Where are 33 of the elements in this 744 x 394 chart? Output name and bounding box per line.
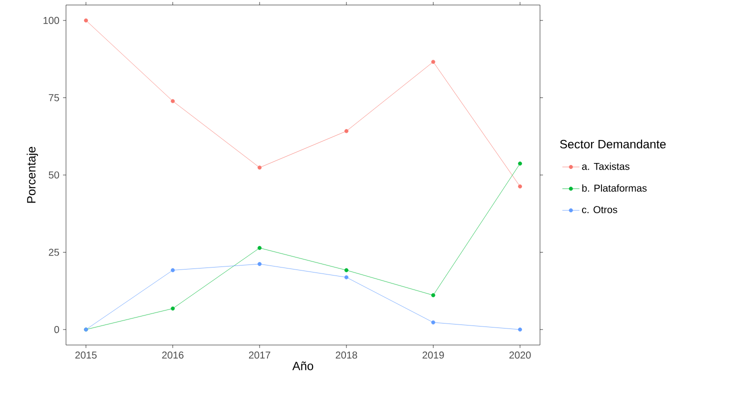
- legend-title: Sector Demandante: [560, 140, 666, 148]
- point: [344, 129, 348, 134]
- point: [170, 268, 175, 272]
- y-axis-title: Porcentaje: [26, 146, 38, 203]
- x-tick-label: 2016: [162, 352, 184, 359]
- point: [344, 275, 348, 280]
- point: [258, 166, 262, 170]
- point: [170, 99, 175, 104]
- point: [518, 184, 522, 188]
- x-tick-label: 2020: [509, 352, 531, 359]
- y-tick-label: 0: [54, 326, 60, 334]
- point: [344, 268, 348, 272]
- x-tick-label: 2019: [422, 352, 444, 359]
- x-tick-label: 2015: [75, 352, 97, 359]
- legend-label: b. Plataformas: [582, 184, 647, 192]
- point: [518, 328, 522, 332]
- y-tick-label: 50: [48, 171, 60, 179]
- x-tick-label: 2017: [248, 352, 270, 359]
- legend-label: c. Otros: [582, 206, 618, 214]
- point: [431, 320, 436, 324]
- y-tick-label: 100: [44, 16, 60, 24]
- point: [258, 262, 262, 266]
- point: [518, 162, 522, 166]
- point: [84, 18, 88, 22]
- point: [170, 306, 175, 311]
- point: [431, 60, 436, 64]
- y-tick-label: 25: [48, 248, 60, 256]
- x-axis-title: Año: [292, 361, 314, 370]
- point: [431, 293, 436, 298]
- x-tick-label: 2018: [336, 352, 358, 359]
- legend-label: a. Taxistas: [582, 162, 630, 170]
- point: [258, 246, 262, 250]
- y-tick-label: 75: [48, 94, 60, 102]
